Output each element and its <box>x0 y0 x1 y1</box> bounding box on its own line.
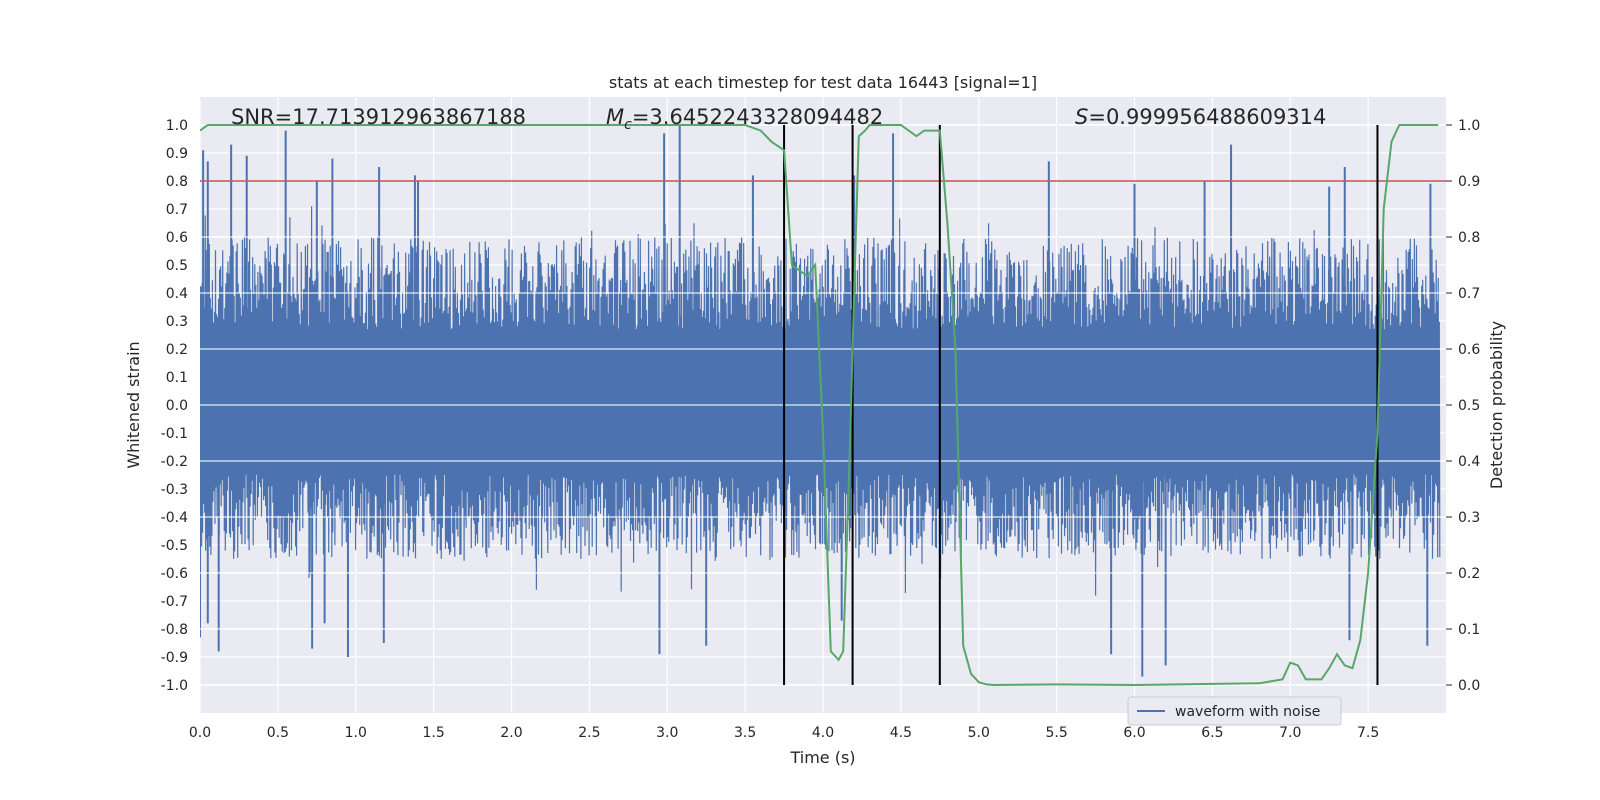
y2-tick-label: 0.9 <box>1458 174 1480 190</box>
y-tick-label: 0.2 <box>166 342 188 358</box>
y2-tick-label: 0.7 <box>1458 286 1480 302</box>
legend-box <box>1127 696 1342 726</box>
chart-title: stats at each timestep for test data 164… <box>609 73 1037 92</box>
probability-line <box>200 124 1439 687</box>
x-tick-label: 1.0 <box>345 725 367 741</box>
x-tick-label: 2.0 <box>500 725 522 741</box>
y-tick-label: -0.2 <box>161 454 188 470</box>
y-axis-label: Whitened strain <box>124 341 143 468</box>
x-tick-label: 0.5 <box>267 725 289 741</box>
y-tick-label: 0.6 <box>166 230 188 246</box>
x-tick-label: 3.5 <box>734 725 756 741</box>
y-tick-label: -0.3 <box>161 482 188 498</box>
mc-value: =3.6452243328094482 <box>632 105 883 129</box>
y-tick-label: 0.0 <box>166 398 188 414</box>
s-value: =0.999956488609314 <box>1088 105 1326 129</box>
y-tick-label: -0.1 <box>161 426 188 442</box>
y-tick-label: 0.3 <box>166 314 188 330</box>
y-tick-label: -0.6 <box>161 566 188 582</box>
s-symbol: S <box>1075 105 1088 129</box>
snr-annotation: SNR=17.713912963867188 <box>231 105 526 129</box>
y-tick-label: -0.4 <box>161 510 188 526</box>
y-tick-label: -0.8 <box>161 622 188 638</box>
y-tick-label: -1.0 <box>161 678 188 694</box>
waveform-series <box>200 124 1446 686</box>
x-axis-ticks: 0.0 0.5 1.0 1.5 2.0 2.5 3.0 3.5 4.0 4.5 5.0 5.5 6.0 6… <box>189 725 1379 741</box>
legend-label: waveform with noise <box>1175 704 1320 720</box>
x-axis-label: Time (s) <box>789 748 855 767</box>
y2-tick-label: 0.8 <box>1458 230 1480 246</box>
y-tick-label: 0.7 <box>166 202 188 218</box>
y2-tick-label: 0.1 <box>1458 622 1480 638</box>
y-tick-label: 0.4 <box>166 286 188 302</box>
x-tick-label: 6.5 <box>1201 725 1223 741</box>
x-tick-label: 4.0 <box>812 725 834 741</box>
y2-tick-label: 0.0 <box>1458 678 1480 694</box>
y-axis-ticks: 1.0 0.9 0.8 0.7 0.6 0.5 0.4 0.3 0.2 0.1 0.0 -0.1 -0.… <box>161 118 188 694</box>
y2-axis-ticks: 0.0 0.1 0.2 0.3 0.4 0.5 0.6 0.7 0.8 0.9 1.0 <box>1446 118 1480 694</box>
y-tick-label: 1.0 <box>166 118 188 134</box>
x-tick-label: 0.0 <box>189 725 211 741</box>
legend: waveform with noise <box>1127 696 1342 726</box>
mc-annotation: Mc=3.6452243328094482 <box>606 105 883 133</box>
x-tick-label: 1.5 <box>422 725 444 741</box>
s-annotation: S=0.999956488609314 <box>1075 105 1326 129</box>
y-tick-label: 0.8 <box>166 174 188 190</box>
y-tick-label: 0.5 <box>166 258 188 274</box>
y2-tick-label: 0.2 <box>1458 566 1480 582</box>
probability-layer <box>200 124 1439 687</box>
x-tick-label: 4.5 <box>890 725 912 741</box>
y-tick-label: -0.5 <box>161 538 188 554</box>
x-tick-label: 7.0 <box>1279 725 1301 741</box>
y2-tick-label: 1.0 <box>1458 118 1480 134</box>
x-tick-label: 5.0 <box>968 725 990 741</box>
y2-tick-label: 0.3 <box>1458 510 1480 526</box>
y-tick-label: 0.9 <box>166 146 188 162</box>
y-tick-label: -0.9 <box>161 650 188 666</box>
mc-subscript: c <box>624 117 632 133</box>
x-tick-label: 2.5 <box>578 725 600 741</box>
x-tick-label: 6.0 <box>1123 725 1145 741</box>
y-tick-label: 0.1 <box>166 370 188 386</box>
y-tick-label: -0.7 <box>161 594 188 610</box>
x-tick-label: 3.0 <box>656 725 678 741</box>
x-tick-label: 5.5 <box>1045 725 1067 741</box>
x-tick-label: 7.5 <box>1357 725 1379 741</box>
y2-tick-label: 0.6 <box>1458 342 1480 358</box>
mc-symbol: M <box>606 105 624 129</box>
y2-tick-label: 0.4 <box>1458 454 1480 470</box>
y2-tick-label: 0.5 <box>1458 398 1480 414</box>
y2-axis-label: Detection probability <box>1487 321 1506 489</box>
